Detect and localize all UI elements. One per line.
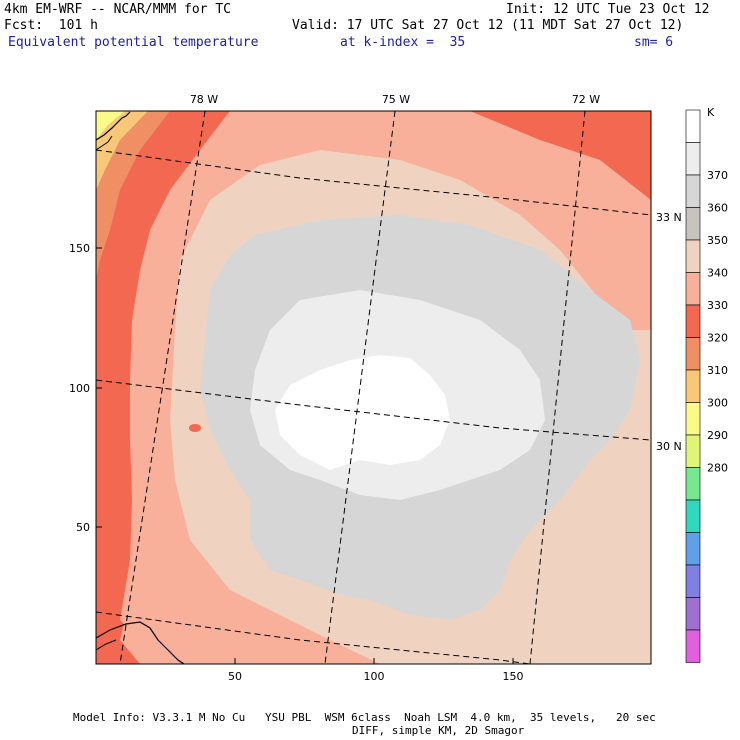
y-tick-label: 150 (69, 242, 90, 255)
legend-swatch (685, 174, 701, 208)
y-tick-label: 50 (76, 521, 90, 534)
legend-swatch (685, 109, 701, 143)
legend-unit: K (707, 106, 715, 119)
theta-e-field (96, 111, 651, 664)
meridian-72w (529, 111, 586, 664)
longitude-label: 72 W (572, 93, 600, 106)
legend-swatch (685, 629, 701, 663)
smoothing: sm= 6 (634, 35, 674, 50)
legend-label: 320 (707, 332, 728, 345)
legend-swatch (685, 304, 701, 338)
longitude-label: 78 W (190, 93, 218, 106)
init-time: Init: 12 UTC Tue 23 Oct 12 (506, 2, 710, 17)
x-tick-label: 100 (364, 670, 385, 683)
legend-swatch (685, 597, 701, 631)
parallel-33n (96, 149, 651, 216)
meridian-78w (119, 111, 206, 664)
level-index: at k-index = 35 (340, 35, 466, 50)
longitude-label: 75 W (382, 93, 410, 106)
legend-swatch (685, 239, 701, 273)
latitude-label: 30 N (656, 440, 682, 453)
legend-swatch (685, 467, 701, 501)
legend-swatch (685, 272, 701, 306)
legend-swatch (685, 532, 701, 566)
latitude-label: 33 N (656, 211, 682, 224)
field-name: Equivalent potential temperature (8, 35, 259, 50)
legend-label: 360 (707, 202, 728, 215)
model-info: Model Info: V3.3.1 M No Cu YSU PBL WSM 6… (73, 711, 656, 724)
axis-ticks (96, 247, 514, 664)
legend-label: 330 (707, 299, 728, 312)
legend-swatch (685, 369, 701, 403)
parallel-27n (96, 611, 535, 664)
parallel-30n (96, 379, 651, 441)
forecast-hour: Fcst: 101 h (4, 18, 98, 33)
legend-label: 300 (707, 397, 728, 410)
legend-swatch (685, 499, 701, 533)
legend-label: 280 (707, 462, 728, 475)
legend-label: 350 (707, 234, 728, 247)
valid-time: Valid: 17 UTC Sat 27 Oct 12 (11 MDT Sat … (292, 18, 684, 33)
legend-swatch (685, 337, 701, 371)
legend-label: 340 (707, 267, 728, 280)
y-tick-label: 100 (69, 382, 90, 395)
graticule (96, 111, 651, 664)
model-info-2: DIFF, simple KM, 2D Smagor (352, 724, 525, 737)
meridian-75w (324, 111, 396, 664)
legend-label: 290 (707, 429, 728, 442)
legend-label: 310 (707, 364, 728, 377)
legend-swatch (685, 564, 701, 598)
legend-swatch (685, 207, 701, 241)
legend-swatch (685, 434, 701, 468)
x-tick-label: 150 (503, 670, 524, 683)
legend-swatch (685, 402, 701, 436)
legend-swatch (685, 142, 701, 176)
x-tick-label: 50 (228, 670, 242, 683)
model-title: 4km EM-WRF -- NCAR/MMM for TC (4, 2, 231, 17)
legend-label: 370 (707, 169, 728, 182)
color-legend: 370 360 350 340 330 320 310 300 290 280 (685, 109, 728, 663)
